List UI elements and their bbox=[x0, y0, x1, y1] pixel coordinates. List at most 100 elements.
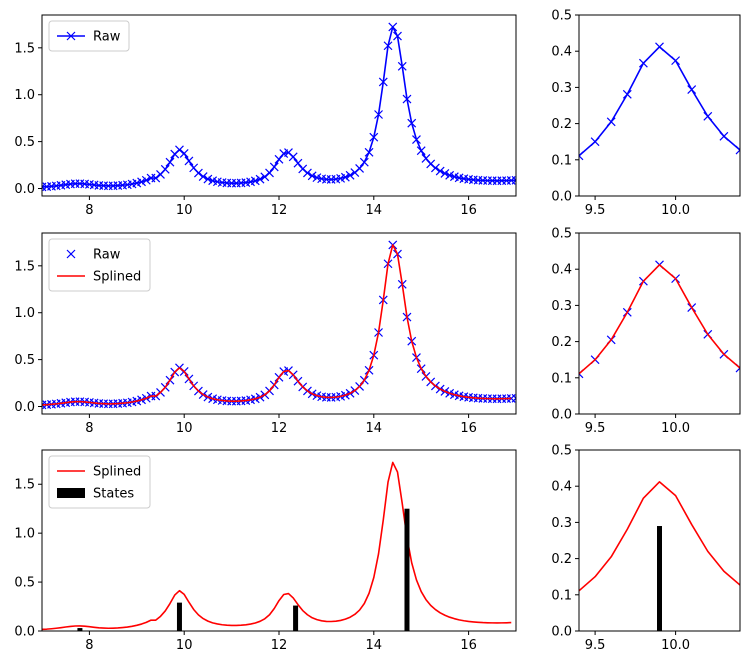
axes-frame bbox=[578, 232, 741, 415]
data-point-x bbox=[374, 110, 383, 119]
data-point-x bbox=[269, 395, 277, 403]
y-tick-label: 0.3 bbox=[551, 81, 572, 96]
axes-frame bbox=[578, 14, 741, 197]
y-tick-label: 0.0 bbox=[14, 400, 35, 415]
data-point-x bbox=[151, 173, 161, 183]
x-tick-label: 10.0 bbox=[661, 421, 690, 436]
state-bar bbox=[77, 628, 83, 631]
data-point-x bbox=[293, 158, 303, 168]
data-point-x bbox=[274, 154, 284, 164]
y-tick-label: 1.5 bbox=[14, 259, 35, 274]
y-tick-label: 0.5 bbox=[551, 9, 572, 24]
x-tick-label: 16 bbox=[460, 203, 477, 218]
data-point-x bbox=[198, 172, 208, 182]
y-tick-label: 0.5 bbox=[551, 444, 572, 459]
data-point-x bbox=[265, 168, 274, 178]
y-tick-label: 0.4 bbox=[551, 45, 572, 60]
y-tick-label: 0.5 bbox=[551, 227, 572, 242]
y-tick-label: 0.2 bbox=[551, 552, 572, 567]
data-point-x bbox=[446, 181, 454, 189]
y-tick-label: 1.0 bbox=[14, 306, 35, 321]
y-tick-label: 0.3 bbox=[551, 299, 572, 314]
y-tick-label: 1.0 bbox=[14, 527, 35, 542]
data-point-x bbox=[189, 186, 197, 194]
data-point-x bbox=[527, 384, 535, 392]
data-point-x bbox=[369, 132, 379, 142]
data-point-x bbox=[511, 175, 516, 185]
data-point-x bbox=[383, 41, 393, 51]
data-point-x bbox=[398, 399, 406, 407]
y-tick-label: 0.0 bbox=[14, 182, 35, 197]
data-point-x bbox=[179, 148, 189, 158]
x-tick-label: 14 bbox=[366, 638, 383, 653]
y-tick-label: 0.2 bbox=[551, 117, 572, 132]
data-point-x bbox=[205, 185, 213, 193]
data-point-x bbox=[160, 164, 170, 174]
state-bar bbox=[657, 526, 662, 631]
series-line-splined bbox=[579, 481, 740, 592]
data-point-x bbox=[543, 378, 551, 386]
panel-zoom-states: 9.5 10.0 0.0 0.1 0.2 0.3 0.4 0.5 bbox=[551, 444, 741, 653]
y-tick-label: 0.2 bbox=[551, 335, 572, 350]
data-point-x bbox=[189, 404, 197, 412]
legend: Splined States bbox=[48, 455, 151, 509]
plot-area bbox=[42, 22, 516, 192]
data-point-x bbox=[579, 151, 584, 161]
plot-area bbox=[42, 240, 516, 410]
y-tick-label: 0.5 bbox=[14, 135, 35, 150]
legend-label: Raw bbox=[93, 30, 121, 45]
data-point-x bbox=[355, 164, 365, 173]
y-tick-label: 0.1 bbox=[551, 153, 572, 168]
legend-label: States bbox=[93, 487, 134, 502]
data-point-x bbox=[527, 166, 535, 174]
data-point-x bbox=[511, 393, 516, 403]
plot-area bbox=[42, 461, 512, 631]
data-point-x bbox=[350, 394, 358, 402]
data-point-x bbox=[269, 177, 277, 185]
y-tick-label: 0.3 bbox=[551, 516, 572, 531]
y-tick-label: 0.5 bbox=[14, 353, 35, 368]
data-point-x bbox=[137, 177, 146, 187]
legend-box bbox=[48, 20, 130, 52]
data-point-x bbox=[193, 168, 203, 178]
x-tick-label: 14 bbox=[366, 421, 383, 436]
data-point-x bbox=[719, 131, 729, 141]
x-tick-label: 10 bbox=[176, 203, 193, 218]
data-point-x bbox=[655, 42, 664, 52]
data-point-x bbox=[340, 172, 350, 182]
data-point-x bbox=[141, 175, 151, 185]
data-point-x bbox=[703, 111, 713, 121]
data-point-x bbox=[430, 163, 440, 173]
data-point-x bbox=[430, 400, 438, 408]
data-point-x bbox=[285, 393, 293, 401]
x-tick-label: 10.0 bbox=[661, 203, 690, 218]
data-point-x bbox=[366, 396, 374, 404]
data-point-x bbox=[184, 156, 194, 166]
data-point-x bbox=[288, 152, 298, 162]
data-point-x bbox=[398, 181, 406, 189]
data-point-x bbox=[430, 182, 438, 190]
x-tick-label: 8 bbox=[85, 638, 93, 653]
data-point-x bbox=[638, 58, 648, 68]
data-point-x bbox=[345, 170, 355, 180]
y-tick-label: 0.5 bbox=[14, 576, 35, 591]
data-point-x bbox=[203, 174, 213, 184]
data-point-x bbox=[255, 174, 265, 184]
data-point-x bbox=[407, 118, 417, 128]
x-tick-label: 8 bbox=[85, 421, 93, 436]
legend-patch bbox=[57, 488, 85, 498]
data-point-x bbox=[307, 171, 317, 181]
y-tick-label: 0.0 bbox=[551, 625, 572, 640]
data-point-x bbox=[446, 399, 454, 407]
y-tick-label: 0.0 bbox=[551, 190, 572, 205]
data-point-x bbox=[285, 175, 293, 183]
panel-main-splined: 8 10 12 14 16 0.0 0.5 1.0 1.5 Raw Splined bbox=[14, 232, 517, 436]
data-point-x bbox=[388, 22, 398, 32]
data-point-x bbox=[416, 146, 426, 156]
series-line-raw bbox=[579, 46, 740, 157]
legend: Raw bbox=[48, 20, 130, 52]
data-point-x bbox=[364, 147, 374, 157]
data-point-x bbox=[543, 160, 551, 168]
x-tick-label: 8 bbox=[85, 203, 93, 218]
